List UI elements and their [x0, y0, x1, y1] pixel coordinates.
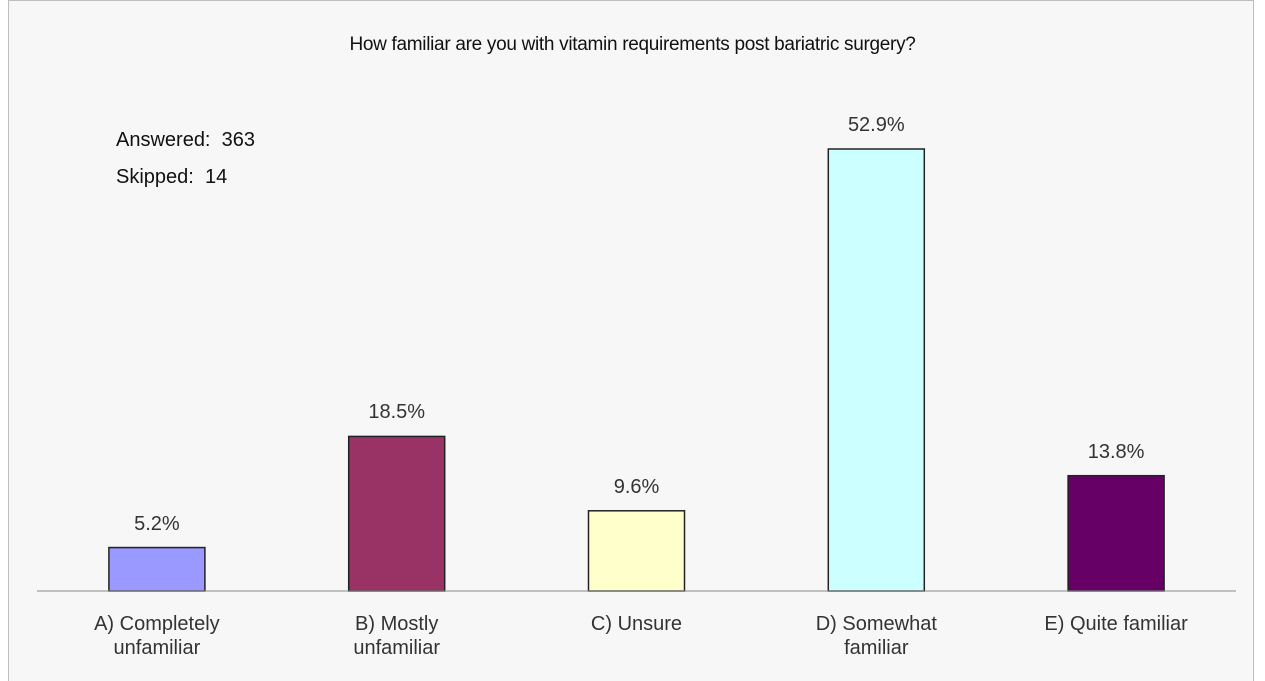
bar: [827, 148, 926, 592]
bar: [1067, 474, 1165, 592]
value-label: 52.9%: [847, 114, 905, 136]
x-tick-label: C) Unsure: [590, 613, 683, 635]
bar: [587, 510, 686, 592]
x-tick-label: A) Completely unfamiliar: [94, 613, 220, 659]
annotation: Answered: 363: [116, 129, 255, 151]
chart-title: How familiar are you with vitamin requir…: [349, 34, 916, 55]
x-tick-label: E) Quite familiar: [1044, 613, 1188, 635]
annotation: Skipped: 14: [116, 166, 228, 188]
bar: [108, 546, 206, 592]
value-label: 9.6%: [613, 475, 660, 498]
value-label: 18.5%: [368, 401, 426, 424]
value-label: 5.2%: [134, 512, 180, 535]
x-tick-label: B) Mostly unfamiliar: [353, 613, 441, 659]
value-label: 13.8%: [1087, 440, 1145, 463]
bar: [347, 435, 446, 592]
x-tick-label: D) Somewhat familiar: [815, 613, 937, 659]
